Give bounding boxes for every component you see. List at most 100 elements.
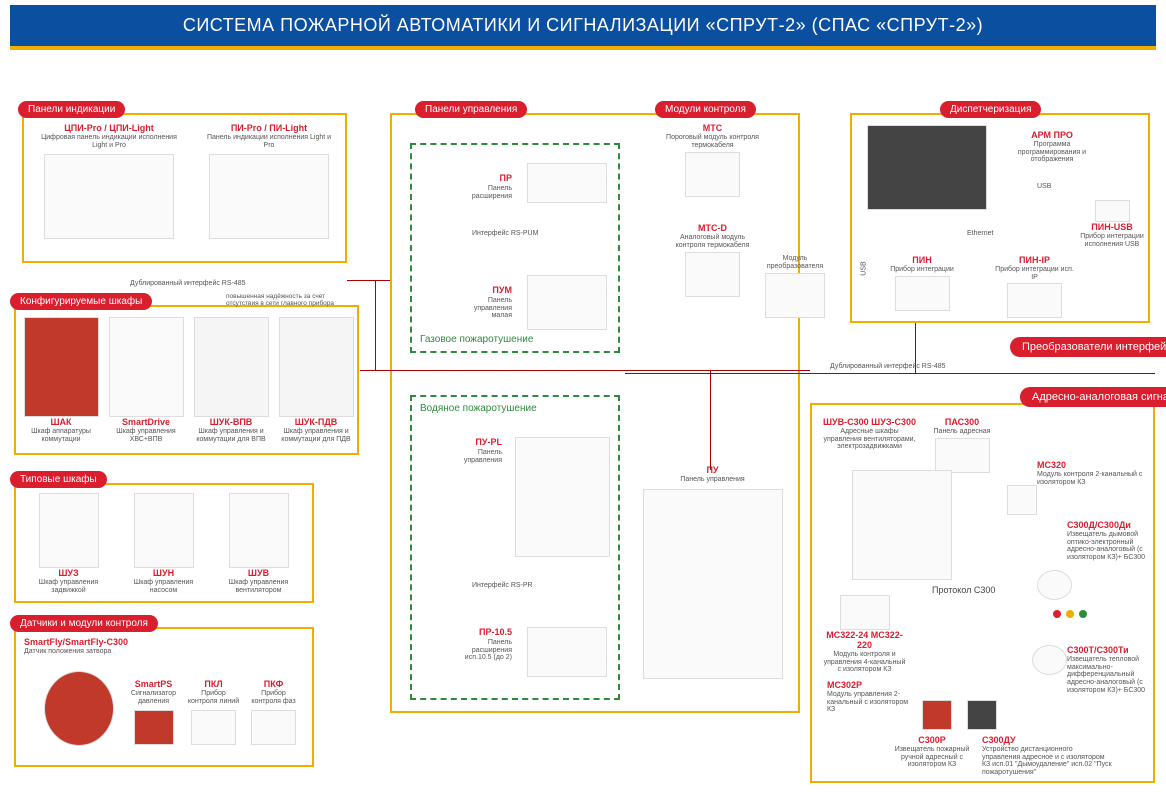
box-gas: Газовое пожаротушение ПР Панель расширен… xyxy=(410,143,620,353)
c300p-img xyxy=(922,700,952,730)
device-pkf: ПКФ Прибор контроля фаз xyxy=(246,679,301,745)
label-gas: Газовое пожаротушение xyxy=(420,334,533,345)
mc320-img xyxy=(1007,485,1037,515)
wire-4 xyxy=(710,370,711,470)
smartps-title: SmartPS xyxy=(126,679,181,689)
c300d-sub: Извещатель дымовой оптико-электронный ад… xyxy=(1067,531,1155,562)
device-smartfly: SmartFly/SmartFly-C300 Датчик положения … xyxy=(24,637,134,746)
device-shuv: ШУВ Шкаф управления вентилятором xyxy=(216,493,301,594)
pin-ip-title: ПИН-IP xyxy=(992,255,1077,265)
shuk-vpv-title: ШУК-ВПВ xyxy=(191,417,271,427)
box-indication: ЦПИ-Pro / ЦПИ-Light Цифровая панель инди… xyxy=(22,113,347,263)
device-mc322: МС322-24 МС322-220 Модуль контроля и упр… xyxy=(822,595,907,674)
tag-c300: Адресно-аналоговая сигнализация С300 xyxy=(1020,387,1166,407)
label-rs-pr: Интерфейс RS-PR xyxy=(472,582,533,589)
mc322-img xyxy=(840,595,890,630)
device-pr-105: ПР-10.5 Панель расширения исп.10.5 (до 2… xyxy=(522,627,612,677)
shuz-title: ШУЗ xyxy=(26,568,111,578)
device-shuk-pdv: ШУК-ПДВ Шкаф управления и коммутации для… xyxy=(276,317,356,443)
c300d-img xyxy=(1037,570,1072,600)
pkf-sub: Прибор контроля фаз xyxy=(246,690,301,705)
page-title: СИСТЕМА ПОЖАРНОЙ АВТОМАТИКИ И СИГНАЛИЗАЦ… xyxy=(10,5,1156,50)
shun-title: ШУН xyxy=(121,568,206,578)
wire-2 xyxy=(375,280,376,370)
mc320-title: МС320 xyxy=(1037,460,1147,470)
shuk-pdv-sub: Шкаф управления и коммутации для ПДВ xyxy=(276,428,356,443)
box-c300: ШУВ-С300 ШУЗ-С300 Адресные шкафы управле… xyxy=(810,403,1155,783)
shak-title: ШАК xyxy=(21,417,101,427)
tag-sensors: Датчики и модули контроля xyxy=(10,615,158,632)
shuv-title: ШУВ xyxy=(216,568,301,578)
shuz-sub: Шкаф управления задвижкой xyxy=(26,579,111,594)
pu-pl-img xyxy=(515,437,610,557)
cpi-sub: Цифровая панель индикации исполнения Lig… xyxy=(39,134,179,149)
device-mc320: МС320 Модуль контроля 2-канальный с изол… xyxy=(1037,460,1147,486)
cpi-title: ЦПИ-Pro / ЦПИ-Light xyxy=(39,123,179,133)
pr-105-sub: Панель расширения исп.10.5 (до 2) xyxy=(452,639,512,662)
smartps-img xyxy=(134,710,174,745)
label-rs485-1: Дублированный интерфейс RS-485 xyxy=(130,280,246,287)
label-reliability: повышенная надёжность за счет отсутствия… xyxy=(226,293,357,307)
device-pac300: ПАС300 Панель адресная xyxy=(922,417,1002,473)
mts-d-title: МТС-D xyxy=(665,223,760,233)
device-mts-d: МТС-D Аналоговый модуль контроля термока… xyxy=(665,223,760,297)
c300d-title: С300Д/С300Ди xyxy=(1067,520,1155,530)
device-pi: ПИ-Pro / ПИ-Light Панель индикации испол… xyxy=(204,123,334,239)
shak-img xyxy=(24,317,99,417)
device-shuv-c300-cabinet xyxy=(847,470,957,580)
arm-title: АРМ ПРО xyxy=(1007,130,1097,140)
device-pum: ПУМ Панель управления малая xyxy=(522,275,612,330)
label-rs485-2: Дублированный интерфейс RS-485 xyxy=(830,363,946,370)
shun-img xyxy=(134,493,194,568)
smartdrive-img xyxy=(109,317,184,417)
c300du-img xyxy=(967,700,997,730)
pkf-title: ПКФ xyxy=(246,679,301,689)
pac300-title: ПАС300 xyxy=(922,417,1002,427)
shuk-vpv-img xyxy=(194,317,269,417)
smartdrive-title: SmartDrive xyxy=(106,417,186,427)
c300du-title: С300ДУ xyxy=(982,735,1112,745)
device-shuz: ШУЗ Шкаф управления задвижкой xyxy=(26,493,111,594)
mc322-title: МС322-24 МС322-220 xyxy=(822,630,907,650)
device-pkl: ПКЛ Прибор контроля линий xyxy=(186,679,241,745)
c300p-sub: Извещатель пожарный ручной адресный с из… xyxy=(887,746,977,769)
device-pin-ip: ПИН-IP Прибор интеграции исп. IP xyxy=(992,255,1077,318)
mc302p-title: МС302Р xyxy=(827,680,912,690)
pum-sub: Панель управления малая xyxy=(452,297,512,320)
device-pu-pl: ПУ-PL Панель управления xyxy=(512,437,612,557)
device-laptop xyxy=(862,125,992,210)
pr-105-img xyxy=(527,627,607,677)
device-c300du: С300ДУ Устройство дистанционного управле… xyxy=(982,735,1112,777)
pin-usb-sub: Прибор интеграции исполнения USB xyxy=(1077,233,1147,248)
mc322-sub: Модуль контроля и управления 4-канальный… xyxy=(822,651,907,674)
pin-usb-title: ПИН-USB xyxy=(1077,222,1147,232)
device-c300p: С300Р Извещатель пожарный ручной адресны… xyxy=(887,735,977,769)
tag-control-panels: Панели управления xyxy=(415,101,527,118)
tag-control-modules: Модули контроля xyxy=(655,101,756,118)
device-c300t: С300Т/С300Ти Извещатель тепловой максима… xyxy=(1067,645,1155,694)
tag-dispatch: Диспетчеризация xyxy=(940,101,1041,118)
pi-img xyxy=(209,154,329,239)
tag-indication: Панели индикации xyxy=(18,101,125,118)
device-shak: ШАК Шкаф аппаратуры коммутации xyxy=(21,317,101,443)
wire-3b xyxy=(625,373,1155,374)
shuv-img xyxy=(229,493,289,568)
device-pu: ПУ Панель управления xyxy=(640,465,785,679)
cpi-img xyxy=(44,154,174,239)
pkf-img xyxy=(251,710,296,745)
pu-img xyxy=(643,489,783,679)
wire-5 xyxy=(915,323,916,373)
pac300-sub: Панель адресная xyxy=(922,428,1002,436)
device-pin: ПИН Прибор интеграции xyxy=(882,255,962,311)
device-shuk-vpv: ШУК-ВПВ Шкаф управления и коммутации для… xyxy=(191,317,271,443)
device-cpi: ЦПИ-Pro / ЦПИ-Light Цифровая панель инди… xyxy=(39,123,179,239)
mts-d-sub: Аналоговый модуль контроля термокабеля xyxy=(665,234,760,249)
label-ethernet: Ethernet xyxy=(967,230,993,237)
label-protocol-c300: Протокол С300 xyxy=(932,585,995,595)
tag-cabinets-config: Конфигурируемые шкафы xyxy=(10,293,152,310)
smartps-sub: Сигнализатор давления xyxy=(126,690,181,705)
pr-title: ПР xyxy=(452,173,512,183)
pin-sub: Прибор интеграции xyxy=(882,266,962,274)
device-mc302p: МС302Р Модуль управления 2-канальный с и… xyxy=(827,680,912,714)
smartfly-img xyxy=(44,671,114,746)
